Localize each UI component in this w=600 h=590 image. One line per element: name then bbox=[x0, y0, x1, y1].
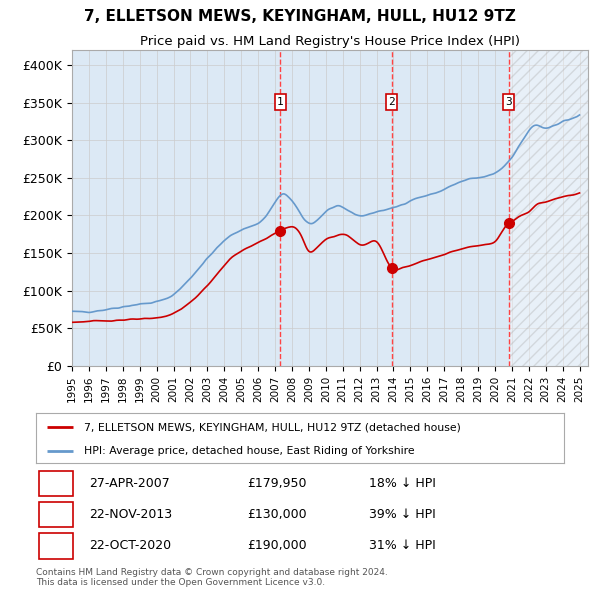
Text: 2: 2 bbox=[52, 508, 60, 522]
Text: 1: 1 bbox=[277, 97, 284, 107]
FancyBboxPatch shape bbox=[38, 471, 73, 496]
Text: £179,950: £179,950 bbox=[247, 477, 307, 490]
FancyBboxPatch shape bbox=[386, 94, 397, 110]
Text: 18% ↓ HPI: 18% ↓ HPI bbox=[368, 477, 436, 490]
Text: 27-APR-2007: 27-APR-2007 bbox=[89, 477, 170, 490]
FancyBboxPatch shape bbox=[275, 94, 286, 110]
Text: £190,000: £190,000 bbox=[247, 539, 307, 552]
Title: Price paid vs. HM Land Registry's House Price Index (HPI): Price paid vs. HM Land Registry's House … bbox=[140, 35, 520, 48]
Text: 22-OCT-2020: 22-OCT-2020 bbox=[89, 539, 171, 552]
Text: £130,000: £130,000 bbox=[247, 508, 307, 522]
Bar bbox=[509, 50, 588, 366]
FancyBboxPatch shape bbox=[503, 94, 514, 110]
Text: 2: 2 bbox=[388, 97, 395, 107]
Text: Contains HM Land Registry data © Crown copyright and database right 2024.
This d: Contains HM Land Registry data © Crown c… bbox=[36, 568, 388, 587]
Text: 3: 3 bbox=[505, 97, 512, 107]
Text: 1: 1 bbox=[52, 477, 60, 490]
Text: 7, ELLETSON MEWS, KEYINGHAM, HULL, HU12 9TZ: 7, ELLETSON MEWS, KEYINGHAM, HULL, HU12 … bbox=[84, 9, 516, 24]
Text: 22-NOV-2013: 22-NOV-2013 bbox=[89, 508, 172, 522]
FancyBboxPatch shape bbox=[38, 502, 73, 527]
Text: 7, ELLETSON MEWS, KEYINGHAM, HULL, HU12 9TZ (detached house): 7, ELLETSON MEWS, KEYINGHAM, HULL, HU12 … bbox=[83, 422, 460, 432]
FancyBboxPatch shape bbox=[38, 533, 73, 559]
Text: 31% ↓ HPI: 31% ↓ HPI bbox=[368, 539, 436, 552]
Text: 3: 3 bbox=[52, 539, 60, 552]
Text: HPI: Average price, detached house, East Riding of Yorkshire: HPI: Average price, detached house, East… bbox=[83, 445, 414, 455]
Text: 39% ↓ HPI: 39% ↓ HPI bbox=[368, 508, 436, 522]
